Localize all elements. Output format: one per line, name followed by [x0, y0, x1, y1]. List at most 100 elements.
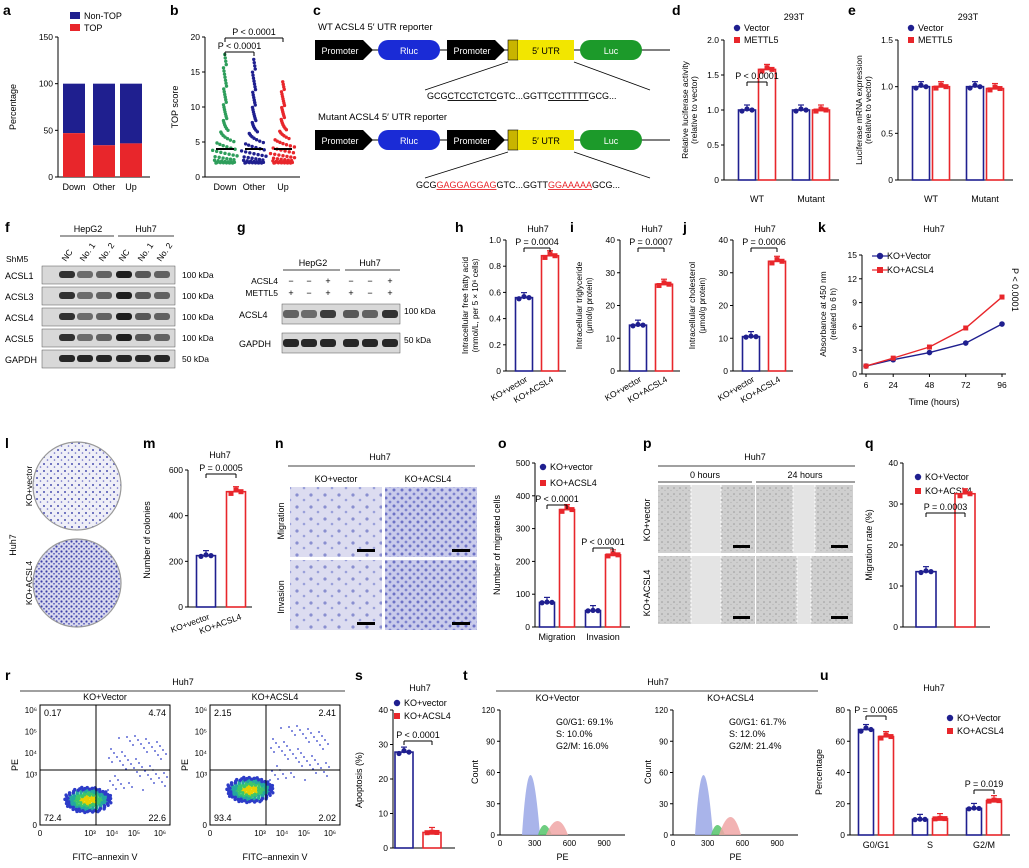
data-point [250, 70, 255, 74]
data-point [257, 157, 262, 162]
data-point [225, 145, 229, 149]
x-tick-label: Up [125, 182, 137, 192]
data-point [251, 76, 256, 80]
colony-plate [32, 538, 122, 628]
flow-event [252, 800, 257, 804]
flow-event [132, 744, 134, 746]
bar-nontop [63, 83, 85, 134]
blot-band [135, 355, 151, 362]
flow-event [271, 770, 273, 772]
cycle-stat: G0/G1: 61.7% [729, 717, 786, 727]
y-tick-label: 0 [491, 831, 496, 840]
data-point [232, 158, 236, 162]
data-point [221, 66, 226, 70]
condition-sign: − [367, 276, 372, 286]
data-point [630, 323, 636, 329]
data-point [225, 136, 230, 141]
zoom-line [573, 151, 651, 179]
data-point [635, 321, 641, 328]
x-tick-label: 0 [671, 839, 676, 848]
kda-label: 100 kDa [182, 333, 214, 343]
flow-event [299, 729, 301, 731]
data-point [254, 138, 259, 142]
quadrant-value: 2.15 [214, 708, 232, 718]
legend-swatch-nontop [70, 12, 80, 19]
flow-event [226, 783, 230, 787]
data-point [590, 607, 596, 613]
cell-label: HepG2 [74, 224, 103, 234]
condition-sign: − [288, 276, 293, 286]
flow-event [102, 807, 106, 811]
data-point [739, 108, 745, 114]
p-value: P = 0.0003 [924, 502, 968, 512]
bar-vector [737, 109, 757, 181]
flow-event [270, 786, 275, 791]
data-point [610, 551, 616, 557]
protein-label: ACSL4 [5, 313, 34, 323]
blot-band [96, 313, 112, 320]
legend-label: KO+ACSL4 [404, 711, 451, 721]
x-tick-label: 900 [770, 839, 784, 848]
data-point [233, 147, 237, 151]
y-tick-label: 120 [655, 706, 669, 715]
blot-band [362, 310, 378, 318]
flow-event [85, 809, 90, 814]
data-point [279, 90, 284, 94]
y-tick-label: 15 [848, 250, 858, 260]
data-point [225, 156, 229, 161]
y-tick-label: 80 [836, 705, 846, 715]
data-point [424, 830, 430, 836]
flow-event [125, 768, 127, 770]
kda-label: 50 kDa [404, 335, 431, 345]
cycle-stat: G2/M: 16.0% [556, 741, 609, 751]
data-point [273, 152, 277, 156]
bar-vector [538, 601, 556, 628]
flow-event [276, 765, 278, 767]
flow-event [109, 780, 111, 782]
panel-letter: u [820, 667, 829, 683]
flow-event [311, 755, 313, 757]
legend-marker [907, 24, 915, 32]
quadrant-value: 2.02 [318, 813, 336, 823]
flow-event [162, 749, 164, 751]
flow-event [158, 777, 160, 779]
blot-band [77, 313, 93, 320]
y-tick-label: 200 [516, 556, 530, 566]
sequence-segment: GAGGAGGAG [437, 180, 497, 190]
bar-mettl5 [931, 85, 951, 181]
data-point [542, 254, 548, 260]
data-point [759, 68, 765, 74]
x-tick-label: G2/M [973, 840, 995, 850]
p-value: P = 0.0004 [515, 237, 559, 247]
flow-event [144, 770, 146, 772]
x-axis-title: FITC–annexin V [72, 852, 137, 862]
promoter-block-label: Promoter [321, 46, 358, 56]
flow-event [120, 783, 122, 785]
flow-event [275, 742, 277, 744]
data-point [198, 553, 204, 559]
y-tick-label: 10⁵ [25, 727, 37, 736]
data-point [252, 152, 256, 156]
x-tick-label: 0 [208, 829, 213, 838]
x-tick-label: 0 [38, 829, 43, 838]
x-tick-label: 10⁴ [106, 829, 119, 838]
bar-vector [857, 728, 875, 836]
blot-band [96, 355, 112, 362]
scale-bar [357, 622, 375, 625]
panel-letter: t [463, 667, 468, 683]
x-tick-label: 72 [961, 380, 971, 390]
quadrant-value: 22.6 [148, 813, 166, 823]
data-point [223, 78, 228, 82]
flow-event [295, 757, 297, 759]
x-tick-label: 10⁵ [298, 829, 310, 838]
top-motif [507, 129, 519, 151]
y-tick-label: 10 [379, 809, 389, 819]
p-value: P < 0.0001 [581, 537, 625, 547]
protein-label: ACSL4 [239, 310, 268, 320]
flow-event [149, 765, 151, 767]
y-axis-title: (mmol/L, per 5 × 10⁶ cells) [471, 258, 480, 352]
data-point [923, 84, 929, 90]
flow-event [148, 742, 150, 744]
cycle-stat: G2/M: 21.4% [729, 741, 782, 751]
y-tick-label: 20 [606, 301, 616, 311]
